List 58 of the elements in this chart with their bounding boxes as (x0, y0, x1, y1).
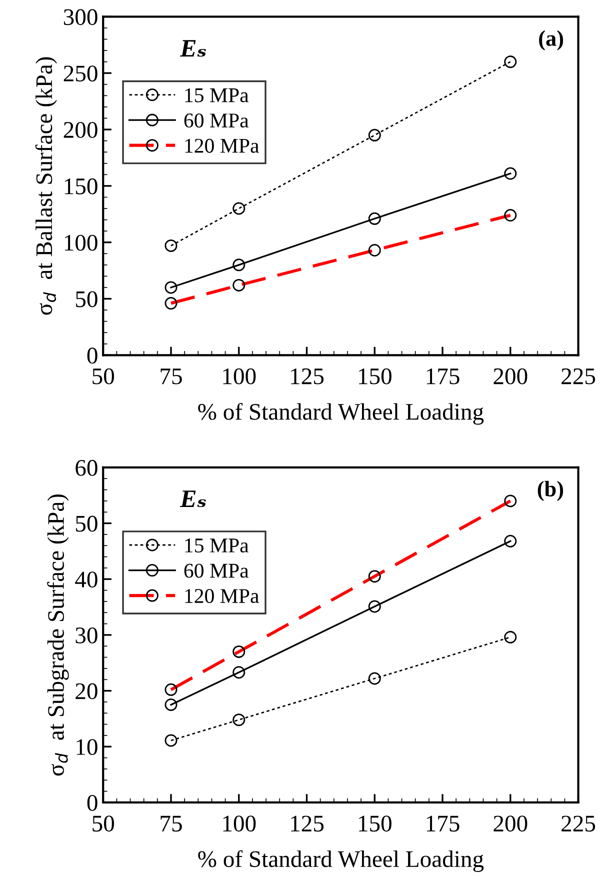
y-tick-label: 150 (64, 178, 98, 194)
legend-label: 15 MPa (185, 538, 249, 552)
annotation: (b) (538, 480, 564, 501)
y-tick-label: 50 (76, 516, 98, 532)
y-tick-label: 40 (75, 572, 98, 588)
x-tick-label: 150 (359, 368, 392, 384)
annotation: (a) (539, 30, 564, 50)
point (368, 128, 381, 142)
y-axis-title: σ$_{d}$ at Subgrade Surface (kPa) (47, 494, 69, 776)
point (232, 714, 246, 726)
x-tick-label: 125 (291, 368, 324, 384)
x-tick-label: 175 (426, 816, 460, 832)
y-axis-title: σ$_{d}$ at Ballast Surface (kPa) (35, 57, 57, 315)
x-tick-label: 175 (426, 368, 460, 384)
x-tick-label: 225 (562, 368, 596, 384)
point (232, 258, 246, 272)
y-tick-label: 200 (64, 122, 98, 138)
x-tick-label: 200 (494, 368, 528, 384)
x-axis-title: % of Standard Wheel Loading (198, 402, 484, 425)
y-tick-label: 10 (76, 739, 98, 756)
x-tick-label: 225 (562, 816, 596, 832)
x-tick-label: 75 (160, 816, 182, 832)
legend-label: 120 MPa (185, 138, 259, 153)
point (232, 666, 246, 679)
point (368, 672, 381, 685)
y-tick-label: 20 (76, 683, 98, 700)
legend-title: Eₛ (180, 40, 206, 57)
point (504, 56, 517, 68)
point (164, 281, 178, 294)
legend-title: Eₛ (180, 490, 206, 508)
y-tick-label: 100 (64, 234, 98, 251)
x-tick-label: 200 (494, 816, 528, 832)
point (368, 212, 381, 225)
y-tick-label: 250 (64, 66, 98, 82)
point (164, 734, 178, 747)
y-tick-label: 60 (76, 460, 98, 476)
point (164, 698, 178, 711)
x-tick-label: 100 (223, 368, 256, 384)
y-tick-label: 0 (87, 348, 98, 364)
y-tick-label: 30 (76, 627, 98, 644)
x-tick-label: 75 (160, 368, 182, 384)
point (504, 167, 517, 180)
y-tick-label: 0 (87, 794, 98, 811)
legend-label: 60 MPa (184, 113, 249, 128)
x-tick-label: 150 (359, 816, 392, 832)
point (164, 239, 178, 252)
legend-label: 15 MPa (185, 88, 249, 102)
y-tick-label: 300 (64, 9, 98, 26)
x-tick-label: 125 (291, 816, 324, 832)
legend-label: 60 MPa (184, 564, 249, 578)
point (504, 534, 517, 548)
point (368, 600, 381, 613)
point (232, 202, 246, 215)
point (504, 630, 517, 644)
legend-label: 120 MPa (185, 588, 259, 604)
x-tick-label: 100 (223, 816, 256, 832)
x-axis-title: % of Standard Wheel Loading (198, 850, 484, 872)
y-tick-label: 50 (76, 291, 98, 308)
